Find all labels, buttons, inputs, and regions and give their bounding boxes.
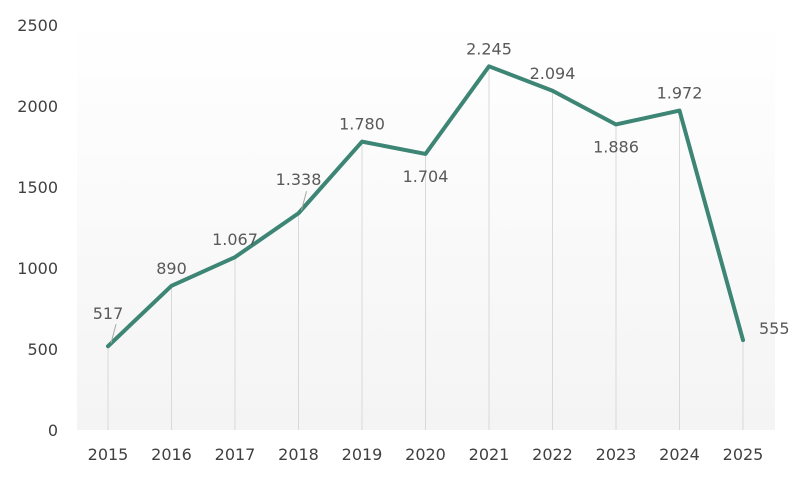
- x-tick-label: 2017: [215, 445, 256, 464]
- x-tick-label: 2015: [88, 445, 129, 464]
- drop-lines: [107, 66, 744, 430]
- x-tick-label: 2020: [405, 445, 446, 464]
- x-tick-label: 2022: [532, 445, 573, 464]
- y-tick-label: 500: [27, 340, 58, 359]
- y-tick-label: 1500: [17, 178, 58, 197]
- data-label: 517: [93, 304, 124, 323]
- data-label: 2.094: [530, 64, 576, 83]
- series-line: [106, 64, 745, 349]
- data-label: 1.338: [276, 170, 322, 189]
- data-label: 555: [759, 319, 790, 338]
- x-axis: 2015 2016 2017 2018 2019 2020 2021 2022 2023 2024…: [88, 445, 764, 464]
- series-layer: [106, 64, 745, 349]
- data-label: 1.886: [593, 137, 639, 156]
- y-tick-label: 2000: [17, 97, 58, 116]
- x-tick-label: 2021: [469, 445, 510, 464]
- x-tick-label: 2023: [596, 445, 637, 464]
- x-tick-label: 2018: [278, 445, 319, 464]
- x-tick-label: 2019: [342, 445, 383, 464]
- data-label: 1.067: [212, 230, 258, 249]
- x-tick-label: 2024: [659, 445, 700, 464]
- data-label: 1.972: [657, 84, 703, 103]
- x-tick-label: 2025: [723, 445, 764, 464]
- data-label: 890: [156, 259, 187, 278]
- y-tick-label: 0: [48, 421, 58, 440]
- data-label: 2.245: [466, 39, 512, 58]
- y-tick-label: 2500: [17, 16, 58, 35]
- x-tick-label: 2016: [151, 445, 192, 464]
- data-label: 1.780: [339, 115, 385, 134]
- y-tick-label: 1000: [17, 259, 58, 278]
- data-labels: 517 890 1.067 1.338 1.780 1.704 2.245 2.094 1.88…: [93, 39, 790, 344]
- y-axis: 0 500 1000 1500 2000 2500: [17, 16, 58, 440]
- label-leader-line: [301, 191, 307, 211]
- label-leader-line: [110, 324, 117, 344]
- data-label: 1.704: [403, 167, 449, 186]
